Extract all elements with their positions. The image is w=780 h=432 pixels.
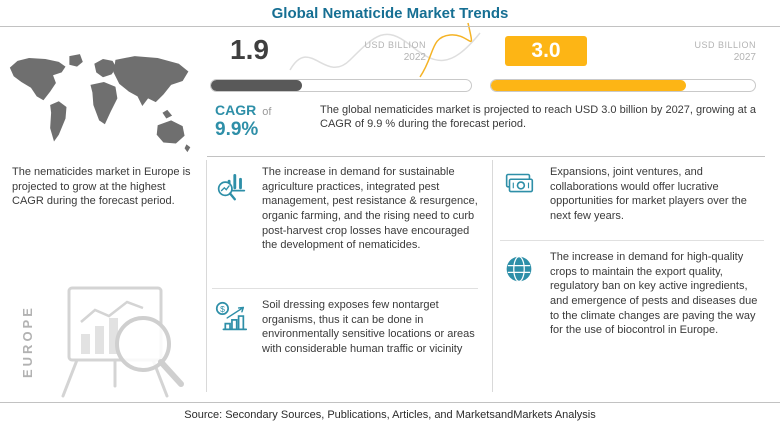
title-divider [0, 26, 780, 27]
source-note: Source: Secondary Sources, Publications,… [184, 409, 596, 421]
unit-label-2022: USD BILLION [364, 40, 426, 50]
left-column-divider [206, 160, 207, 392]
bullet-sustainable-agriculture: The increase in demand for sustainable a… [212, 165, 484, 253]
market-value-2027: 3.0 [531, 39, 561, 62]
bullet-text: The increase in demand for high-quality … [550, 251, 758, 337]
cagr-value: 9.9% [215, 119, 259, 140]
region-label: EUROPE [20, 305, 35, 378]
unit-block-2022: USD BILLION 2022 [330, 40, 426, 63]
right-bullet-divider [500, 240, 764, 241]
banknotes-icon [500, 165, 540, 224]
growth-dollar-icon: $ [212, 298, 252, 357]
cagr-connector: of [262, 106, 272, 118]
bar-2027-fill [491, 80, 687, 91]
bullet-text: Expansions, joint ventures, and collabor… [550, 166, 747, 222]
market-value-2022: 1.9 [230, 34, 269, 65]
year-label-2027: 2027 [733, 52, 756, 63]
unit-block-2027: USD BILLION 2027 [660, 40, 756, 63]
market-value-2027-chip: 3.0 [505, 36, 587, 66]
world-map [9, 54, 191, 153]
footer-divider [0, 402, 780, 403]
chart-magnifier-icon [212, 165, 252, 253]
stats-divider [207, 156, 765, 157]
middle-bullet-divider [212, 288, 478, 289]
chart-easel-illustration [61, 286, 184, 398]
bar-2022 [210, 79, 472, 92]
cagr-row: CAGR of [215, 102, 271, 120]
unit-label-2027: USD BILLION [694, 40, 756, 50]
bullet-soil-dressing: $ Soil dressing exposes few nontarget or… [212, 298, 484, 357]
svg-text:$: $ [220, 304, 225, 314]
middle-column-divider [492, 160, 493, 392]
bullet-text: Soil dressing exposes few nontarget orga… [262, 299, 475, 355]
wave-decoration [289, 22, 481, 78]
year-label-2022: 2022 [403, 52, 426, 63]
globe-icon [500, 250, 540, 338]
bar-2022-fill [211, 80, 302, 91]
bullet-text: The increase in demand for sustainable a… [262, 166, 478, 252]
bar-2027 [490, 79, 756, 92]
bullet-high-quality-crops: The increase in demand for high-quality … [500, 250, 768, 338]
cagr-label: CAGR [215, 102, 257, 118]
bullet-expansions: Expansions, joint ventures, and collabor… [500, 165, 768, 224]
map-caption: The nematicides market in Europe is proj… [12, 166, 191, 208]
page-title: Global Nematicide Market Trends [271, 5, 509, 22]
market-summary: The global nematicides market is project… [320, 104, 756, 131]
